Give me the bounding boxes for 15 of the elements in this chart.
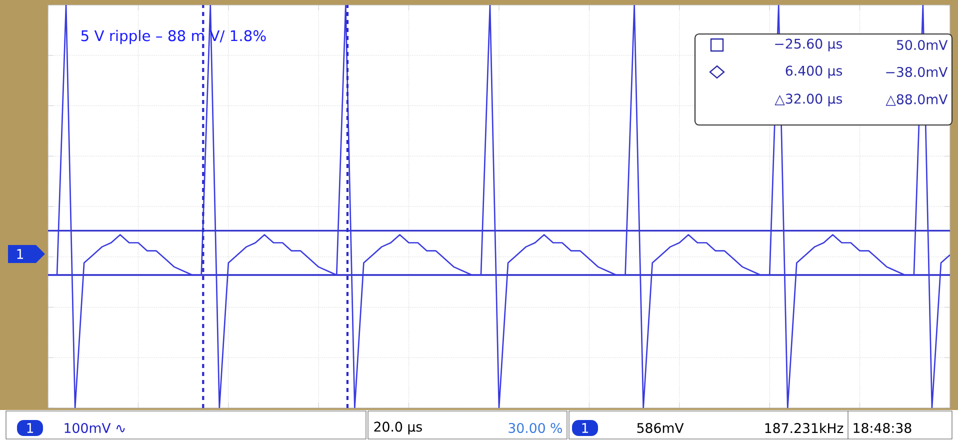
text: 18:48:38 xyxy=(854,422,912,434)
text: 1 xyxy=(17,249,24,259)
text: 30.00 % xyxy=(508,422,562,434)
text: 1 xyxy=(582,423,588,433)
annotation: −25.60 µs xyxy=(775,38,842,52)
text: 1 xyxy=(27,423,34,433)
ref-line-label: 50.0mV xyxy=(896,40,948,50)
ref-line-label: −38.0mV xyxy=(886,66,948,78)
text: 187.231kHz xyxy=(765,422,844,434)
annotation: △32.00 µs xyxy=(774,94,842,106)
text: 20.0 µs xyxy=(374,422,422,434)
annotation: 6.400 µs xyxy=(786,66,842,78)
annotation: △88.0mV xyxy=(886,94,948,106)
text: 586mV xyxy=(637,422,684,434)
text: 100mV ∿ xyxy=(64,422,125,434)
